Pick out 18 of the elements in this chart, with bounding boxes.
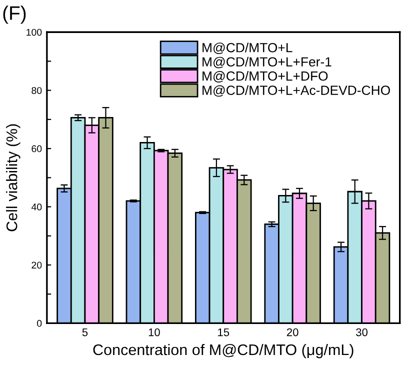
x-tick-label: 15 xyxy=(218,328,230,336)
y-tick-label: 0 xyxy=(37,320,42,327)
x-tick-label: 5 xyxy=(82,328,88,336)
legend-label: M@CD/MTO+L+DFO xyxy=(202,71,328,82)
chart-title: (F) xyxy=(3,6,26,24)
x-tick-label: 10 xyxy=(148,328,160,336)
y-axis-title: Cell viability (%) xyxy=(6,124,20,232)
y-tick-label: 40 xyxy=(31,204,42,210)
y-tick-label: 20 xyxy=(32,262,42,269)
legend-label: M@CD/MTO+L+Fer-1 xyxy=(202,56,332,68)
x-tick-label: 20 xyxy=(286,328,298,336)
legend-label: M@CD/MTO+L+Ac-DEVD-CHO xyxy=(202,85,390,97)
y-tick-label: 100 xyxy=(26,28,42,36)
x-tick-label: 30 xyxy=(356,328,368,336)
y-tick-label: 80 xyxy=(32,87,42,94)
x-axis-title: Concentration of M@CD/MTO (μg/mL) xyxy=(93,344,354,358)
y-tick-label: 60 xyxy=(32,145,42,152)
legend-label: M@CD/MTO+L xyxy=(202,42,292,54)
